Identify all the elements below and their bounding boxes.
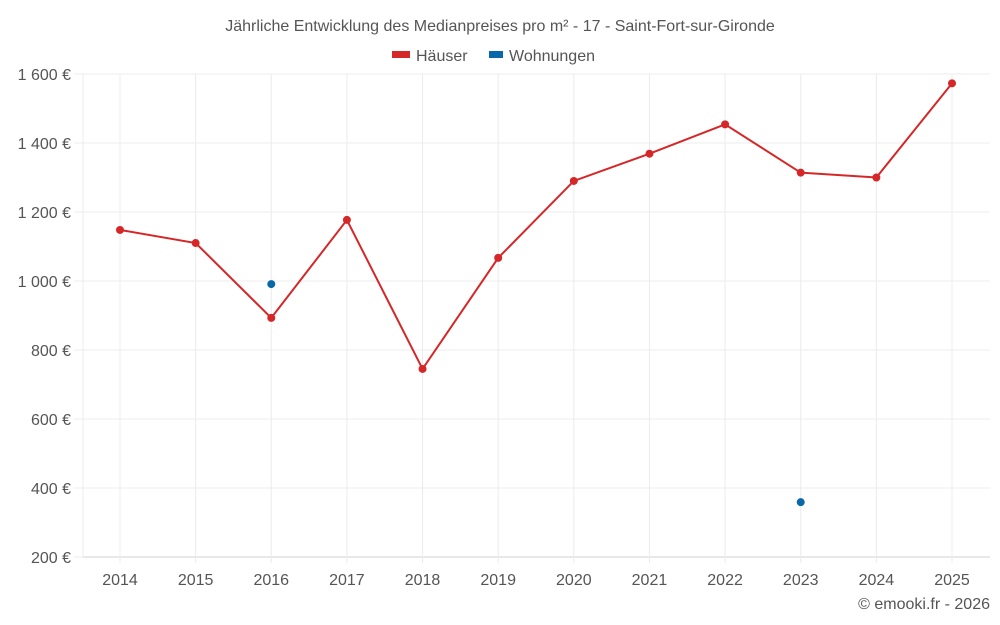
data-point-wohnungen-2016[interactable] xyxy=(267,280,276,289)
data-point-häuser-2017[interactable] xyxy=(342,215,351,224)
legend-label-wohnungen[interactable]: Wohnungen xyxy=(509,48,595,65)
data-point-wohnungen-2023[interactable] xyxy=(796,498,805,507)
legend: Häuser Wohnungen xyxy=(392,48,595,65)
x-tick-label: 2025 xyxy=(934,572,970,589)
credit-text: © emooki.fr - 2026 xyxy=(858,596,990,613)
legend-swatch-häuser xyxy=(392,51,410,58)
grid xyxy=(82,73,990,563)
data-point-häuser-2014[interactable] xyxy=(116,225,124,234)
data-point-häuser-2015[interactable] xyxy=(191,239,200,248)
x-tick-label: 2018 xyxy=(405,572,441,589)
y-tick-label: 800 € xyxy=(31,343,71,360)
x-tick-label: 2017 xyxy=(329,572,365,589)
y-tick-label: 400 € xyxy=(31,481,71,498)
data-point-häuser-2022[interactable] xyxy=(721,120,730,129)
x-tick-label: 2015 xyxy=(178,572,214,589)
y-tick-label: 1 400 € xyxy=(18,136,71,153)
x-tick-label: 2024 xyxy=(859,572,895,589)
y-tick-label: 600 € xyxy=(31,412,71,429)
data-point-häuser-2021[interactable] xyxy=(645,149,654,158)
y-tick-label: 1 600 € xyxy=(18,67,71,84)
legend-label-häuser[interactable]: Häuser xyxy=(416,48,468,65)
x-tick-label: 2022 xyxy=(707,572,743,589)
x-tick-label: 2023 xyxy=(783,572,819,589)
y-tick-label: 1 000 € xyxy=(18,274,71,291)
x-tick-label: 2016 xyxy=(253,572,289,589)
x-tick-label: 2021 xyxy=(632,572,668,589)
x-axis: 2014 2015 2016 2017 2018 2019 2020 2021 2022 2023… xyxy=(102,572,970,589)
y-tick-label: 200 € xyxy=(31,550,71,567)
x-tick-label: 2020 xyxy=(556,572,592,589)
y-tick-label: 1 200 € xyxy=(18,205,71,222)
chart-title: Jährliche Entwicklung des Medianpreises … xyxy=(225,18,775,35)
series-line-häuser xyxy=(119,82,953,371)
x-tick-label: 2019 xyxy=(480,572,516,589)
series-layer xyxy=(116,79,956,507)
x-tick-label: 2014 xyxy=(102,572,138,589)
data-point-häuser-2016[interactable] xyxy=(267,313,276,322)
legend-swatch-wohnungen xyxy=(489,51,503,58)
data-point-häuser-2018[interactable] xyxy=(418,364,427,373)
data-point-häuser-2024[interactable] xyxy=(872,173,881,182)
data-point-häuser-2023[interactable] xyxy=(796,168,805,177)
data-point-häuser-2019[interactable] xyxy=(494,253,503,262)
y-axis: 200 € 400 € 600 € 800 € 1 000 € 1 200 € 1 400 … xyxy=(18,67,83,567)
data-point-häuser-2020[interactable] xyxy=(569,176,578,185)
data-point-häuser-2025[interactable] xyxy=(948,79,956,88)
